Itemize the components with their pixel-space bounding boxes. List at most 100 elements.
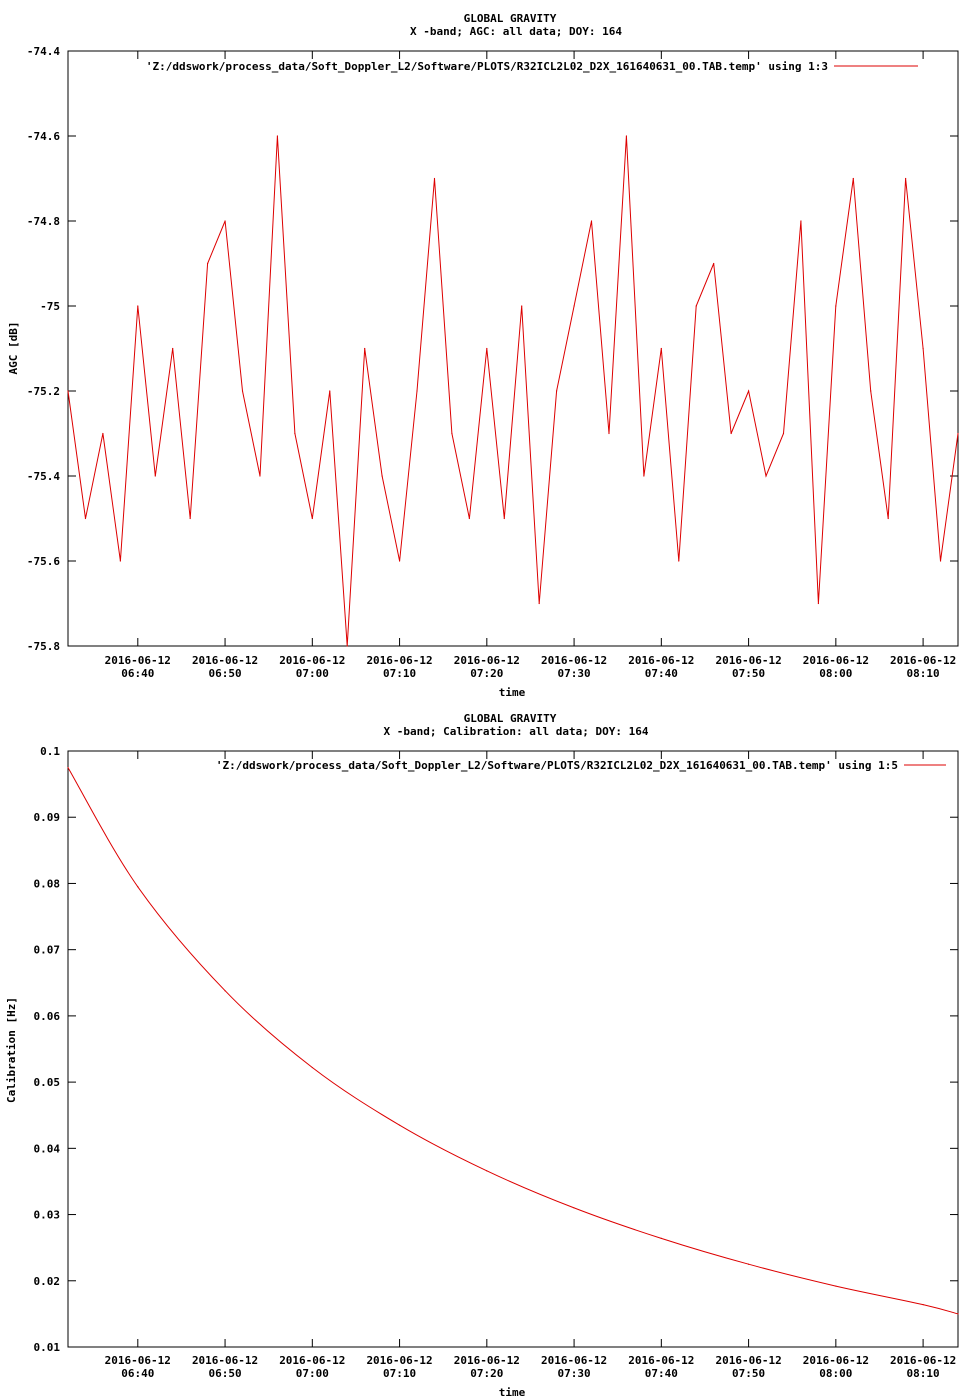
data-point (137, 305, 139, 307)
agc-series-layer (67, 135, 959, 647)
data-point (433, 177, 436, 180)
data-point (922, 347, 924, 350)
data-point (468, 517, 470, 520)
calibration-x-axis-label: time (499, 1386, 526, 1399)
x-tick-time-label: 07:30 (558, 667, 591, 680)
y-tick-label: 0.07 (34, 944, 61, 957)
data-point (957, 1313, 959, 1315)
data-point (608, 432, 610, 435)
x-tick-date-label: 2016-06-12 (541, 654, 607, 667)
data-point (172, 347, 174, 350)
data-point (521, 305, 523, 307)
data-point (643, 475, 645, 477)
data-point (398, 560, 401, 562)
agc-y-axis-label: AGC [dB] (7, 322, 20, 375)
calibration-title-line1: GLOBAL GRAVITY (464, 712, 557, 725)
x-tick-time-label: 07:10 (383, 667, 416, 680)
data-point (695, 305, 697, 307)
calibration-chart: GLOBAL GRAVITY X -band; Calibration: all… (5, 712, 959, 1399)
agc-title-line2: X -band; AGC: all data; DOY: 164 (410, 25, 622, 38)
x-tick-date-label: 2016-06-12 (366, 1354, 432, 1367)
y-tick-label: 0.05 (34, 1076, 61, 1089)
data-point (573, 305, 575, 307)
data-point (835, 1285, 837, 1287)
x-tick-time-label: 07:30 (558, 1367, 591, 1380)
x-tick-time-label: 07:50 (732, 667, 765, 680)
x-tick-date-label: 2016-06-12 (192, 1354, 258, 1367)
agc-legend-label: 'Z:/ddswork/process_data/Soft_Doppler_L2… (146, 60, 828, 73)
x-tick-date-label: 2016-06-12 (279, 1354, 345, 1367)
agc-chart: GLOBAL GRAVITY X -band; AGC: all data; D… (7, 12, 959, 699)
y-tick-label: 0.09 (34, 811, 61, 824)
data-point (119, 560, 121, 562)
data-point (782, 432, 785, 435)
y-tick-label: -75.2 (27, 385, 60, 398)
x-tick-date-label: 2016-06-12 (454, 1354, 520, 1367)
x-tick-date-label: 2016-06-12 (803, 1354, 869, 1367)
y-tick-label: 0.1 (40, 745, 60, 758)
calibration-plot-frame (67, 750, 959, 1348)
data-point (713, 262, 715, 265)
x-tick-date-label: 2016-06-12 (803, 654, 869, 667)
data-point (137, 886, 139, 888)
data-point (276, 135, 279, 137)
data-point (747, 1263, 750, 1265)
x-tick-time-label: 08:10 (907, 1367, 940, 1380)
agc-title-line1: GLOBAL GRAVITY (464, 12, 557, 25)
x-tick-time-label: 07:40 (645, 667, 678, 680)
data-point (346, 645, 348, 647)
agc-x-axis-label: time (499, 686, 526, 699)
calibration-y-axis: 0.1 0.09 0.08 0.07 0.06 0.05 0.04 0.03 0.02 0.01 (34, 745, 958, 1354)
data-point (503, 517, 505, 520)
agc-plot-frame (67, 50, 959, 647)
x-tick-date-label: 2016-06-12 (541, 1354, 607, 1367)
y-tick-label: -74.4 (27, 45, 60, 58)
data-point (922, 1304, 924, 1306)
data-point (730, 432, 732, 435)
data-point (870, 390, 872, 392)
data-point (224, 220, 226, 222)
calibration-series-layer (67, 766, 959, 1315)
data-point (625, 135, 628, 137)
x-tick-time-label: 07:00 (296, 1367, 329, 1380)
data-point (765, 475, 767, 477)
data-point (660, 347, 662, 350)
calibration-legend-label: 'Z:/ddswork/process_data/Soft_Doppler_L2… (216, 759, 898, 772)
y-tick-label: 0.04 (34, 1142, 61, 1155)
data-point (67, 390, 69, 392)
calibration-series-line (67, 767, 959, 1315)
x-tick-date-label: 2016-06-12 (192, 654, 258, 667)
x-tick-time-label: 07:50 (732, 1367, 765, 1380)
agc-y-axis: -74.4 -74.6 -74.8 -75 -75.2 -75.4 -75.6 -75.8 (27, 45, 958, 653)
data-point (241, 390, 244, 392)
data-point (939, 560, 942, 562)
data-point (957, 432, 959, 435)
data-point (416, 390, 418, 392)
agc-series-line (67, 135, 959, 647)
calibration-x-axis: 2016-06-1206:402016-06-1206:502016-06-12… (105, 751, 956, 1380)
y-tick-label: -74.6 (27, 130, 60, 143)
data-point (747, 390, 750, 392)
x-tick-time-label: 08:10 (907, 667, 940, 680)
x-tick-time-label: 08:00 (819, 667, 852, 680)
data-point (207, 262, 209, 265)
x-tick-time-label: 07:20 (470, 1367, 503, 1380)
y-tick-label: -75.4 (27, 470, 60, 483)
x-tick-time-label: 06:50 (208, 667, 241, 680)
x-tick-date-label: 2016-06-12 (279, 654, 345, 667)
calibration-y-axis-label: Calibration [Hz] (5, 997, 18, 1103)
y-tick-label: 0.02 (34, 1275, 61, 1288)
y-tick-label: -75 (40, 300, 60, 313)
y-tick-label: -74.8 (27, 215, 60, 228)
data-point (678, 560, 680, 562)
y-tick-label: 0.01 (34, 1341, 61, 1354)
x-tick-date-label: 2016-06-12 (628, 654, 694, 667)
y-tick-label: 0.06 (34, 1010, 61, 1023)
data-point (800, 220, 802, 222)
data-point (311, 517, 313, 520)
data-point (451, 432, 453, 435)
x-tick-date-label: 2016-06-12 (105, 654, 171, 667)
x-tick-date-label: 2016-06-12 (105, 1354, 171, 1367)
y-tick-label: -75.8 (27, 640, 60, 653)
